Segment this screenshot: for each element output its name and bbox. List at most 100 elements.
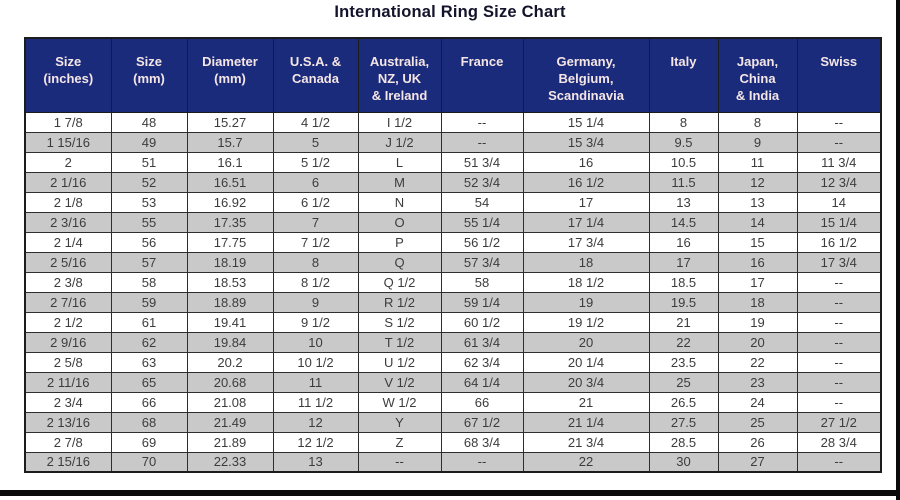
- page-title: International Ring Size Chart: [334, 3, 566, 21]
- column-header-size-inches: Size (inches): [24, 37, 112, 113]
- table-cell: 2: [24, 151, 112, 173]
- table-cell: --: [796, 371, 882, 393]
- table-cell: 2 3/16: [24, 211, 112, 233]
- table-cell: 19: [522, 291, 650, 313]
- table-cell: 16: [522, 151, 650, 173]
- table-cell: 15 3/4: [522, 131, 650, 153]
- table-cell: 15.27: [186, 111, 274, 133]
- table-cell: 8: [648, 111, 719, 133]
- table-cell: 8 1/2: [272, 271, 359, 293]
- table-cell: 22: [648, 331, 719, 353]
- header-row: Size (inches) Size (mm) Diameter (mm) U.S.A…: [24, 37, 882, 113]
- table-cell: 26.5: [648, 391, 719, 413]
- table-row: 2 13/16 68 21.49 12 Y 67 1/2 21 1/4 27.5 25 27 1/…: [24, 411, 882, 433]
- table-cell: --: [796, 271, 882, 293]
- table-cell: 2 15/16: [24, 451, 112, 473]
- table-cell: 5 1/2: [272, 151, 359, 173]
- table-cell: 11.5: [648, 171, 719, 193]
- table-cell: --: [796, 331, 882, 353]
- table-cell: 22.33: [186, 451, 274, 473]
- table-cell: 24: [717, 391, 798, 413]
- table-cell: 52: [110, 171, 188, 193]
- table-cell: J 1/2: [357, 131, 442, 153]
- table-cell: 21: [648, 311, 719, 333]
- table-cell: --: [796, 311, 882, 333]
- table-cell: --: [796, 391, 882, 413]
- table-cell: 20 3/4: [522, 371, 650, 393]
- table-cell: T 1/2: [357, 331, 442, 353]
- table-cell: 59: [110, 291, 188, 313]
- table-cell: 2 1/2: [24, 311, 112, 333]
- table-cell: 22: [522, 451, 650, 473]
- table-cell: 7 1/2: [272, 231, 359, 253]
- table-cell: 11: [272, 371, 359, 393]
- column-header-australia-nz-uk-ireland: Australia, NZ, UK & Ireland: [357, 37, 442, 113]
- table-cell: 27.5: [648, 411, 719, 433]
- table-cell: 20: [522, 331, 650, 353]
- table-cell: 19.5: [648, 291, 719, 313]
- column-header-diameter-mm: Diameter (mm): [186, 37, 274, 113]
- table-cell: 16.51: [186, 171, 274, 193]
- table-cell: 2 7/16: [24, 291, 112, 313]
- table-cell: 48: [110, 111, 188, 133]
- table-cell: 17 3/4: [522, 231, 650, 253]
- table-cell: I 1/2: [357, 111, 442, 133]
- table-cell: 2 1/8: [24, 191, 112, 213]
- table-cell: 16 1/2: [796, 231, 882, 253]
- table-cell: Y: [357, 411, 442, 433]
- table-cell: 52 3/4: [440, 171, 524, 193]
- table-row: 2 7/16 59 18.89 9 R 1/2 59 1/4 19 19.5 18 --: [24, 291, 882, 313]
- table-cell: 18.53: [186, 271, 274, 293]
- table-row: 2 1/8 53 16.92 6 1/2 N 54 17 13 13 14: [24, 191, 882, 213]
- table-row: 2 3/8 58 18.53 8 1/2 Q 1/2 58 18 1/2 18.5 17 --: [24, 271, 882, 293]
- table-cell: 55 1/4: [440, 211, 524, 233]
- table-cell: 27: [717, 451, 798, 473]
- table-cell: 19 1/2: [522, 311, 650, 333]
- table-cell: --: [796, 451, 882, 473]
- table-cell: Q: [357, 251, 442, 273]
- table-cell: 8: [272, 251, 359, 273]
- table-cell: 57 3/4: [440, 251, 524, 273]
- table-cell: Z: [357, 431, 442, 453]
- table-cell: 64 1/4: [440, 371, 524, 393]
- table-cell: V 1/2: [357, 371, 442, 393]
- table-cell: 59 1/4: [440, 291, 524, 313]
- table-cell: 25: [648, 371, 719, 393]
- table-row: 2 15/16 70 22.33 13 -- -- 22 30 27 --: [24, 451, 882, 473]
- table-cell: 68: [110, 411, 188, 433]
- table-cell: --: [440, 451, 524, 473]
- table-cell: 19: [717, 311, 798, 333]
- table-cell: --: [796, 351, 882, 373]
- table-cell: 53: [110, 191, 188, 213]
- table-cell: 12: [717, 171, 798, 193]
- table-cell: 2 3/8: [24, 271, 112, 293]
- table-cell: 21 3/4: [522, 431, 650, 453]
- table-cell: 27 1/2: [796, 411, 882, 433]
- table-cell: 25: [717, 411, 798, 433]
- table-cell: 20: [717, 331, 798, 353]
- table-cell: 26: [717, 431, 798, 453]
- table-cell: 55: [110, 211, 188, 233]
- table-cell: 17.75: [186, 231, 274, 253]
- table-cell: 14: [717, 211, 798, 233]
- table-cell: 6 1/2: [272, 191, 359, 213]
- table-cell: 51 3/4: [440, 151, 524, 173]
- table-cell: 62: [110, 331, 188, 353]
- table-row: 1 15/16 49 15.7 5 J 1/2 -- 15 3/4 9.5 9 --: [24, 131, 882, 153]
- table-cell: 2 1/4: [24, 231, 112, 253]
- column-header-japan-china-india: Japan, China & India: [717, 37, 798, 113]
- table-cell: 22: [717, 351, 798, 373]
- table-cell: 17 3/4: [796, 251, 882, 273]
- table-cell: 19.41: [186, 311, 274, 333]
- table-cell: 9: [717, 131, 798, 153]
- column-header-size-mm: Size (mm): [110, 37, 188, 113]
- table-cell: --: [440, 111, 524, 133]
- table-cell: M: [357, 171, 442, 193]
- table-cell: R 1/2: [357, 291, 442, 313]
- table-cell: 15.7: [186, 131, 274, 153]
- table-cell: L: [357, 151, 442, 173]
- table-cell: 28 3/4: [796, 431, 882, 453]
- table-cell: 28.5: [648, 431, 719, 453]
- table-cell: 58: [110, 271, 188, 293]
- table-row: 2 51 16.1 5 1/2 L 51 3/4 16 10.5 11 11 3/4: [24, 151, 882, 173]
